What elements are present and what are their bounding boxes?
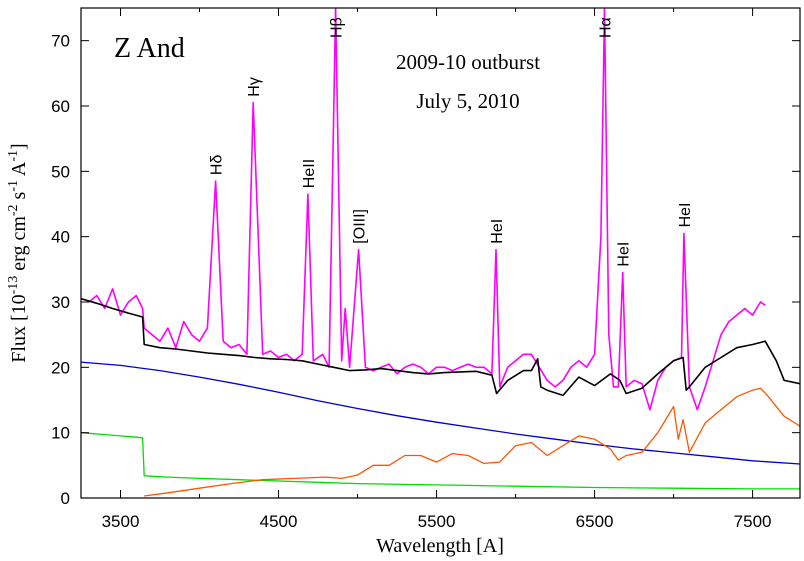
x-tick-label: 7500 [734, 512, 772, 531]
x-ticks: 3500 4500 5500 6500 7500 [102, 8, 772, 531]
spectral-line-label: Hα [598, 17, 615, 38]
y-axis-title-part: A [8, 161, 30, 180]
y-ticks: 0 10 20 30 40 50 60 70 [51, 32, 800, 508]
y-tick-label: 30 [51, 293, 70, 312]
series-line-4 [144, 387, 800, 497]
x-axis-title: Wavelength [A] [376, 535, 504, 557]
y-axis-title-exponent: -1 [6, 180, 21, 192]
series-line-1 [81, 297, 800, 397]
y-tick-label: 20 [51, 358, 70, 377]
series-line-3 [81, 432, 800, 490]
y-tick-label: 10 [51, 424, 70, 443]
event-annotation: 2009-10 outburst [396, 50, 540, 74]
spectral-line-label: HeII [301, 159, 318, 188]
series-layer [81, 8, 800, 497]
y-axis-title-exponent: -13 [6, 276, 21, 295]
y-axis-title-part: ] [8, 143, 30, 150]
spectral-line-label: HeI [616, 242, 633, 267]
series-line-2 [81, 361, 800, 465]
spectral-line-label: Hδ [209, 155, 226, 176]
spectral-line-label: [OIII] [352, 209, 369, 244]
spectral-line-label: HeI [677, 202, 694, 227]
y-tick-label: 60 [51, 97, 70, 116]
plot-frame [80, 7, 801, 499]
y-tick-label: 40 [51, 228, 70, 247]
x-tick-label: 4500 [260, 512, 298, 531]
spectral-line-label: Hγ [246, 77, 263, 97]
x-tick-label: 6500 [576, 512, 614, 531]
y-tick-label: 50 [51, 162, 70, 181]
date-annotation: July 5, 2010 [416, 89, 519, 113]
x-tick-label: 5500 [418, 512, 456, 531]
chart-title: Z And [114, 33, 185, 64]
y-axis-title-exponent: -1 [6, 150, 21, 162]
x-tick-label: 3500 [102, 512, 140, 531]
y-axis-title-exponent: -2 [6, 204, 21, 216]
line-labels: Hδ Hγ HeII Hβ [OIII] HeI Hα HeI HeI [209, 17, 694, 266]
spectral-line-label: HeI [489, 219, 506, 244]
y-axis-title-part: s [8, 191, 30, 204]
y-axis-title-part: Flux [10 [8, 294, 30, 362]
y-tick-label: 70 [51, 32, 70, 51]
spectral-line-label: Hβ [329, 17, 346, 38]
y-axis-title-part: erg cm [8, 216, 30, 276]
y-axis-title-group: Flux [10-13 erg cm-2 s-1 A-1] [6, 143, 30, 362]
y-tick-label: 0 [61, 489, 70, 508]
y-axis-title: Flux [10-13 erg cm-2 s-1 A-1] [6, 143, 30, 362]
series-line-0 [88, 8, 766, 411]
